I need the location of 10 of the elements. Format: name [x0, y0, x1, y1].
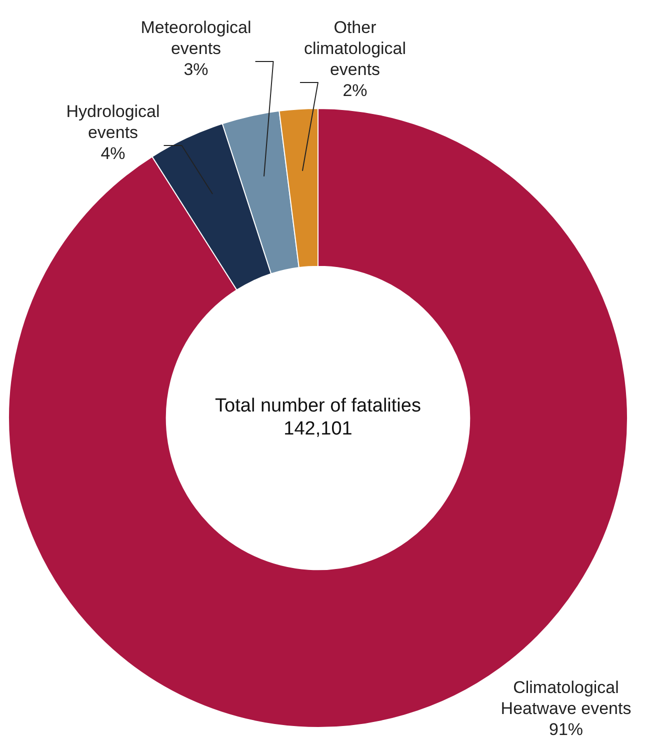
slice-label: Hydrological events	[66, 102, 160, 142]
slice-label: Climatological Heatwave events	[500, 678, 632, 718]
text: Total number of fatalities	[215, 396, 421, 417]
data-label: 3%	[184, 60, 208, 80]
data-label: 4%	[100, 144, 126, 164]
slice-label: Meteorological events	[140, 18, 252, 58]
slice-label: Other climatological events	[304, 18, 406, 80]
text: 142,101	[284, 418, 352, 440]
data-label: 2%	[342, 81, 368, 100]
data-label: 91%	[548, 720, 584, 740]
